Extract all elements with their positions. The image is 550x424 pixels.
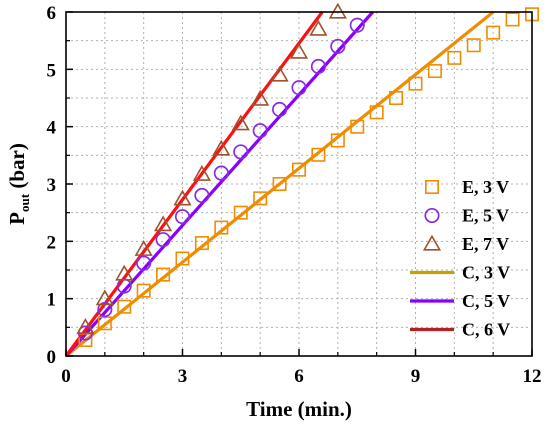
legend-label: C, 3 V [462,263,510,283]
y-tick-label: 6 [47,3,57,24]
fit-line [64,10,374,358]
y-tick-label: 4 [47,118,57,139]
legend-label: C, 5 V [462,291,510,311]
data-point [270,65,289,82]
data-point [156,267,171,282]
data-point [212,139,231,156]
data-point [214,220,229,235]
legend-marker-symbol [422,234,442,251]
data-point [330,133,345,148]
data-point [231,114,250,131]
data-point [447,50,462,65]
data-point [175,251,190,266]
y-tick-label: 1 [47,290,57,311]
legend-label: E, 3 V [462,177,509,197]
data-point [486,25,501,40]
data-point [253,191,268,206]
y-tick-label: 2 [47,232,57,253]
data-point [408,76,423,91]
data-point [272,177,287,192]
data-point [466,38,481,53]
x-tick-label: 9 [411,366,421,387]
legend-label: E, 5 V [462,206,509,226]
data-point [134,240,153,256]
data-point [272,101,288,118]
data-point [310,58,326,75]
data-point [97,316,112,331]
data-point [369,105,384,120]
data-point [309,19,328,36]
data-point [213,165,229,181]
x-tick-label: 3 [178,366,188,387]
data-point [76,318,95,334]
legend-label: E, 7 V [462,234,509,254]
data-point [136,255,152,271]
data-point [328,2,347,19]
axis-ticks [65,11,533,357]
fit-line [64,10,495,358]
data-point [194,236,209,251]
data-point [291,162,306,177]
data-point [95,289,114,306]
y-tick-label: 0 [47,347,57,368]
data-point [291,80,307,96]
data-point [194,187,210,204]
data-point [173,189,192,206]
data-point [311,147,326,162]
data-point [349,17,365,33]
data-point [252,123,268,139]
data-point [154,215,173,232]
y-tick-label: 3 [47,175,57,196]
y-axis-title-sub: out [17,193,32,212]
y-axis-title-main: P [5,212,29,225]
x-axis-title: Time (min.) [246,397,352,421]
legend-marker-symbol [424,180,439,195]
data-point [192,164,211,181]
data-point [233,144,249,160]
data-point [389,91,404,106]
y-tick-label: 5 [47,60,57,81]
data-point [155,232,171,248]
data-point [97,302,113,318]
legend-marker-symbol [424,207,440,224]
data-point [289,42,309,59]
legend: E, 3 V E, 5 V E, 7 V C, 3 V C, 5 V C, 6 V [410,177,510,340]
data-point [330,38,346,54]
x-tick-label: 12 [523,366,542,387]
legend-label: C, 6 V [462,320,510,340]
data-point [115,264,134,281]
data-point [136,283,151,298]
data-point [251,89,270,106]
y-axis-title: Pout (bar) [5,143,32,225]
x-tick-label: 0 [61,366,71,387]
data-point [427,64,442,79]
y-axis-title-unit: (bar) [5,143,29,194]
data-point [174,209,191,225]
x-tick-label: 6 [294,366,304,387]
data-point [505,12,520,27]
data-markers [76,2,539,347]
data-point [117,299,132,314]
data-point [350,119,365,134]
data-point [233,205,248,220]
